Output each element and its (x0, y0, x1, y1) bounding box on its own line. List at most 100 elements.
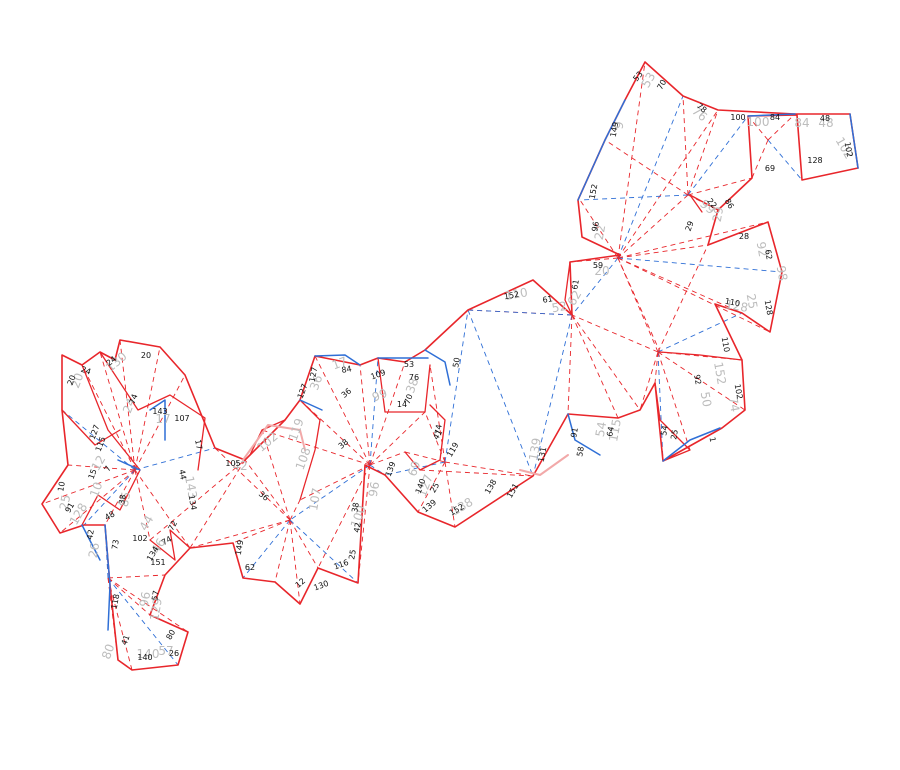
edge-label: 151 (505, 482, 520, 500)
cut-segment (81, 364, 141, 526)
edge-label-ghost: 128 (724, 297, 749, 315)
edge-label: 130 (312, 579, 329, 593)
edge-label: 102 (843, 141, 855, 158)
edge-label-ghost: 12 (89, 453, 109, 473)
cut-segment-faint (242, 424, 306, 461)
fold-line (289, 464, 371, 521)
edge-label: 152 (503, 290, 520, 302)
edge-label: 110 (720, 336, 732, 353)
edge-label: 74 (433, 424, 444, 436)
cut-segment-alt (104, 524, 111, 631)
fold-line (767, 139, 803, 181)
edge-label-ghost: 85 (117, 491, 133, 508)
fold-line (149, 459, 246, 541)
fold-line (617, 257, 661, 353)
cut-segment (689, 194, 719, 213)
cut-segment-alt (117, 459, 141, 471)
cut-segment-alt (314, 354, 361, 366)
edge-label: 86 (723, 197, 736, 210)
fold-line (617, 244, 709, 259)
fold-line (289, 519, 319, 569)
fold-line (571, 314, 641, 411)
edge-label-ghost: 52 (551, 299, 568, 315)
edge-label: 107 (174, 414, 189, 423)
edge-label: 152 (588, 183, 600, 200)
edge-label-ghost: 96 (137, 591, 153, 608)
edge-label: 134 (187, 494, 199, 511)
edge-label: 61 (542, 294, 554, 305)
edge-label-ghost: 50 (698, 391, 714, 408)
fold-line (617, 257, 743, 314)
edge-label-ghost: 29 (710, 206, 726, 223)
fold-line (369, 464, 386, 476)
fold-line (571, 257, 619, 316)
fold-line (417, 461, 446, 513)
fold-line (532, 314, 573, 477)
edge-label: 151 (150, 558, 165, 567)
cut-segment-alt (424, 349, 451, 386)
edge-label-ghost: 139 (526, 437, 544, 462)
edge-label: 1 (708, 436, 718, 443)
fold-line (357, 464, 371, 584)
edge-label-ghost: 69 (405, 459, 423, 478)
edge-label-ghost: 62 (565, 288, 585, 308)
fold-line (134, 469, 191, 549)
fold-line (687, 177, 753, 196)
edge-label: 25 (347, 549, 358, 561)
cut-segment-alt (567, 413, 601, 456)
edge-label-ghost: 115 (606, 418, 624, 443)
fold-line (617, 109, 719, 259)
edge-label: 128 (807, 156, 822, 165)
fold-line (571, 314, 659, 353)
fold-line (314, 355, 371, 466)
fold-line (104, 469, 136, 526)
edge-label: 50 (451, 357, 462, 369)
edge-label: 110 (724, 297, 741, 309)
edge-label-ghost: 80 (99, 642, 117, 661)
cut-segment (61, 409, 121, 446)
cut-segment-alt (81, 524, 101, 561)
fold-line (107, 574, 166, 579)
edge-label: 7 (103, 464, 113, 473)
edge-label: 76 (409, 373, 419, 382)
fold-line (107, 577, 151, 616)
edge-label: 57 (150, 590, 161, 602)
fold-lines (41, 61, 803, 671)
edge-label: 48 (820, 114, 830, 123)
edge-label-ghost: 143 (182, 475, 200, 500)
fold-line (617, 257, 783, 273)
fold-line (289, 519, 359, 584)
fold-line (299, 464, 371, 501)
cut-segment-alt (747, 113, 796, 117)
fold-line (604, 139, 689, 196)
fold-line (134, 346, 161, 471)
edge-label: 61 (570, 279, 581, 291)
edge-label: 116 (332, 558, 349, 572)
edge-label: 143 (152, 407, 167, 416)
edge-label: 42 (85, 529, 96, 541)
fold-line (657, 351, 691, 451)
fold-line (767, 113, 796, 141)
cut-segment-alt (662, 427, 721, 462)
edge-label-ghost: 98 (774, 265, 790, 282)
edge-label-ghost: 48 (818, 116, 833, 130)
fold-line (419, 469, 534, 477)
edge-label-ghost: 152 (711, 361, 729, 386)
cut-segment (654, 382, 691, 462)
edge-label-ghost: 38 (403, 376, 421, 395)
edge-label: 25 (669, 429, 680, 441)
fold-line (617, 61, 646, 259)
edge-label: 105 (225, 459, 240, 468)
edge-label-ghost: 99 (370, 386, 389, 404)
edge-label: 69 (765, 164, 775, 173)
edge-label: 100 (730, 113, 745, 122)
fold-line (617, 194, 689, 259)
fold-line (41, 469, 136, 505)
fold-line (119, 339, 136, 471)
edge-label: 84 (341, 364, 353, 375)
edge-label: 62 (245, 563, 255, 572)
fold-line (61, 409, 136, 471)
fold-line (617, 257, 771, 333)
edge-label-ghost: 74 (726, 396, 742, 413)
